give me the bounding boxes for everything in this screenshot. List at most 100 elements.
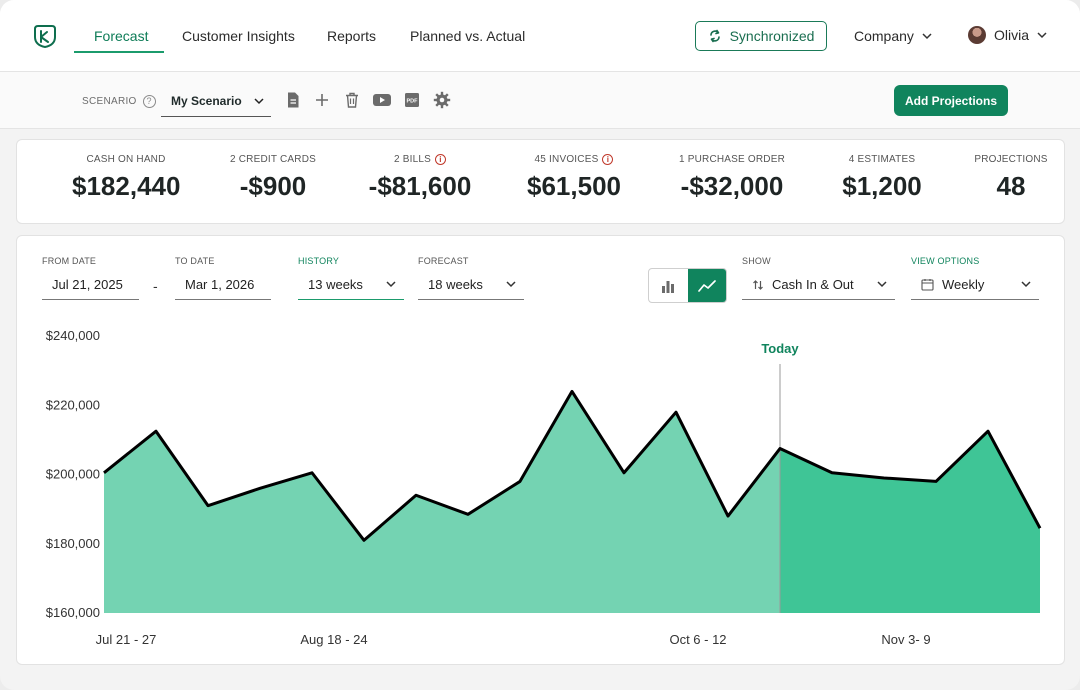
avatar [968,26,986,44]
to-date-field[interactable]: Mar 1, 2026 [175,270,271,300]
stat-label: 2 CREDIT CARDS [230,154,316,165]
sort-arrows-icon [753,279,763,290]
sync-icon [709,29,720,43]
x-tick-label: Nov 3- 9 [881,632,930,647]
chevron-down-icon [254,97,264,104]
view-options-select[interactable]: Weekly [911,270,1039,300]
calendar-icon [921,279,934,291]
stat-purchase-order[interactable]: 1 PURCHASE ORDER -$32,000 [667,154,797,202]
from-date-value: Jul 21, 2025 [52,277,123,292]
y-tick-label: $160,000 [46,605,100,620]
chart-type-toggle [648,268,727,303]
synchronized-button[interactable]: Synchronized [695,21,827,51]
company-label: Company [854,28,914,44]
stat-bills[interactable]: 2 BILLS i -$81,600 [361,154,479,202]
chevron-down-icon [506,281,516,288]
nav-planned-vs-actual[interactable]: Planned vs. Actual [410,28,526,44]
y-tick-label: $220,000 [46,397,100,412]
gear-icon[interactable] [433,91,451,109]
line-chart-toggle[interactable] [687,269,726,302]
history-value: 13 weeks [308,277,363,292]
add-projections-button[interactable]: Add Projections [894,85,1008,116]
stat-label: 4 ESTIMATES [848,154,916,165]
sync-label: Synchronized [729,28,815,44]
chart-card: FROM DATE Jul 21, 2025 - TO DATE Mar 1, … [16,235,1065,665]
stat-value: -$32,000 [680,171,784,201]
stat-value: $61,500 [527,171,621,201]
help-icon[interactable]: ? [142,95,156,108]
show-label: SHOW [742,256,771,266]
trash-icon[interactable] [343,91,361,109]
plus-icon[interactable] [313,91,331,109]
history-area [104,391,780,613]
from-date-field[interactable]: Jul 21, 2025 [42,270,139,300]
stat-label: 2 BILLS [394,154,431,165]
stat-projections[interactable]: PROJECTIONS 48 [971,154,1051,202]
summary-card: CASH ON HAND $182,440 2 CREDIT CARDS -$9… [16,139,1065,224]
user-name: Olivia [994,27,1030,43]
chevron-down-icon [1021,281,1031,288]
forecast-label: FORECAST [418,256,469,266]
bar-chart-toggle[interactable] [649,269,688,302]
info-icon[interactable]: i [434,154,446,165]
show-select[interactable]: Cash In & Out [742,270,895,300]
x-tick-label: Jul 21 - 27 [96,632,157,647]
scenario-label-text: SCENARIO [82,96,137,107]
history-label: HISTORY [298,256,340,266]
svg-text:PDF: PDF [407,99,419,105]
chevron-down-icon [1037,31,1047,38]
logo-icon[interactable] [32,23,58,49]
stat-value: 48 [996,171,1026,201]
nav-reports[interactable]: Reports [327,28,377,44]
today-label: Today [761,341,799,356]
user-menu[interactable]: Olivia [968,26,1047,44]
document-icon[interactable] [284,91,302,109]
chevron-down-icon [386,281,396,288]
nav-forecast[interactable]: Forecast [94,28,149,44]
line-chart-icon [697,279,716,292]
x-tick-label: Oct 6 - 12 [669,632,726,647]
from-date-label: FROM DATE [42,256,97,266]
stat-value: -$900 [239,171,307,201]
bar-chart-icon [662,280,675,293]
series-line [103,389,1042,542]
scenario-label: SCENARIO ? [82,95,156,108]
date-range-dash: - [153,278,158,294]
video-icon[interactable] [372,91,392,109]
view-options-label: VIEW OPTIONS [911,256,980,266]
stat-value: -$81,600 [368,171,472,201]
nav-active-underline [74,51,164,53]
chevron-down-icon [922,32,932,39]
stat-credit-cards[interactable]: 2 CREDIT CARDS -$900 [215,154,331,202]
cash-flow-chart: $240,000 $220,000 $200,000 $180,000 $160,000… [46,328,1042,647]
scenario-value: My Scenario [171,94,242,108]
view-options-value: Weekly [942,277,985,292]
top-nav: Forecast Customer Insights Reports Plann… [0,0,1080,72]
history-select[interactable]: 13 weeks [298,270,404,300]
stat-value: $1,200 [842,171,922,201]
stat-label: 1 PURCHASE ORDER [679,154,785,165]
forecast-area [780,431,1040,613]
to-date-value: Mar 1, 2026 [185,277,255,292]
stat-label: PROJECTIONS [974,154,1048,165]
y-tick-label: $180,000 [46,536,100,551]
stat-label: CASH ON HAND [86,154,166,165]
to-date-label: TO DATE [175,256,215,266]
show-value: Cash In & Out [772,277,854,292]
stat-invoices[interactable]: 45 INVOICES i $61,500 [517,154,631,202]
pdf-icon[interactable]: PDF [403,91,421,109]
scenario-select[interactable]: My Scenario [161,86,271,117]
forecast-value: 18 weeks [428,277,483,292]
company-dropdown[interactable]: Company [854,28,932,44]
stat-value: $182,440 [72,171,181,201]
stat-estimates[interactable]: 4 ESTIMATES $1,200 [832,154,932,202]
forecast-select[interactable]: 18 weeks [418,270,524,300]
stat-cash-on-hand[interactable]: CASH ON HAND $182,440 [72,154,180,202]
stat-label: 45 INVOICES [534,154,599,165]
y-tick-label: $200,000 [46,467,100,482]
nav-customer-insights[interactable]: Customer Insights [182,28,295,44]
info-icon[interactable]: i [602,154,614,165]
x-tick-label: Aug 18 - 24 [300,632,367,647]
scenario-bar: SCENARIO ? My Scenario PDF [0,72,1080,129]
